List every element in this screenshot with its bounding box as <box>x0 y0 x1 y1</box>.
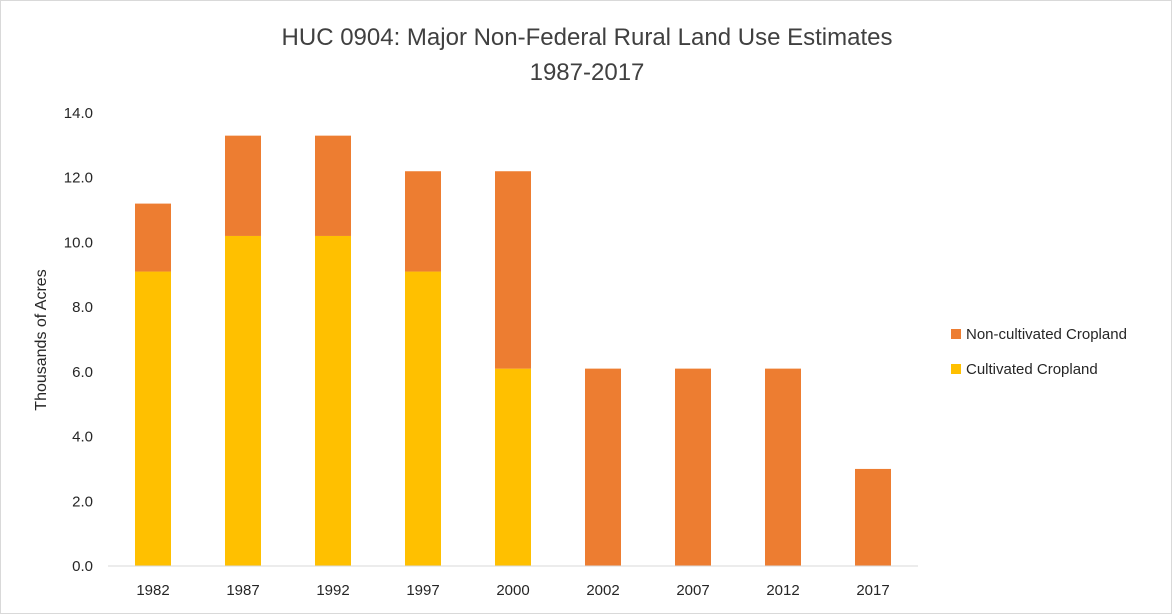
legend: Non-cultivated Cropland Cultivated Cropla… <box>951 326 1127 378</box>
legend-label: Non-cultivated Cropland <box>966 326 1127 343</box>
y-tick-label: 4.0 <box>72 429 93 446</box>
bar-non-cultivated-cropland-1997 <box>405 171 441 272</box>
legend-swatch <box>951 364 961 374</box>
y-tick-label: 12.0 <box>64 170 93 187</box>
x-tick-label: 2012 <box>766 582 799 599</box>
y-tick-label: 0.0 <box>72 558 93 575</box>
x-tick-label: 1997 <box>406 582 439 599</box>
y-tick-label: 14.0 <box>64 105 93 122</box>
bar-cultivated-cropland-2000 <box>495 368 531 566</box>
x-tick-label: 1992 <box>316 582 349 599</box>
x-tick-label: 2000 <box>496 582 529 599</box>
bar-non-cultivated-cropland-1987 <box>225 135 261 236</box>
bar-non-cultivated-cropland-2000 <box>495 171 531 369</box>
x-tick-label: 1987 <box>226 582 259 599</box>
bar-cultivated-cropland-1992 <box>315 235 351 566</box>
bar-non-cultivated-cropland-2002 <box>585 368 621 566</box>
y-tick-label: 6.0 <box>72 364 93 381</box>
y-axis-ticks: 0.0 2.0 4.0 6.0 8.0 10.0 12.0 14.0 <box>64 105 93 575</box>
legend-swatch <box>951 329 961 339</box>
bars <box>135 135 891 566</box>
bar-cultivated-cropland-1987 <box>225 235 261 566</box>
bar-non-cultivated-cropland-2017 <box>855 468 891 566</box>
y-tick-label: 10.0 <box>64 234 93 251</box>
chart-title-line-2: 1987-2017 <box>530 59 645 86</box>
y-axis-label: Thousands of Acres <box>33 269 50 410</box>
x-axis-ticks: 1982 1987 1992 1997 2000 2002 2007 2012 2017 <box>136 582 889 599</box>
x-tick-label: 2007 <box>676 582 709 599</box>
chart-title-line-1: HUC 0904: Major Non-Federal Rural Land U… <box>282 24 893 51</box>
legend-label: Cultivated Cropland <box>966 361 1098 378</box>
x-tick-label: 2017 <box>856 582 889 599</box>
y-tick-label: 8.0 <box>72 299 93 316</box>
y-tick-label: 2.0 <box>72 493 93 510</box>
bar-non-cultivated-cropland-2012 <box>765 368 801 566</box>
x-tick-label: 2002 <box>586 582 619 599</box>
bar-cultivated-cropland-1997 <box>405 271 441 566</box>
bar-non-cultivated-cropland-1992 <box>315 135 351 236</box>
bar-cultivated-cropland-1982 <box>135 271 171 566</box>
bar-non-cultivated-cropland-1982 <box>135 203 171 272</box>
x-tick-label: 1982 <box>136 582 169 599</box>
bar-non-cultivated-cropland-2007 <box>675 368 711 566</box>
